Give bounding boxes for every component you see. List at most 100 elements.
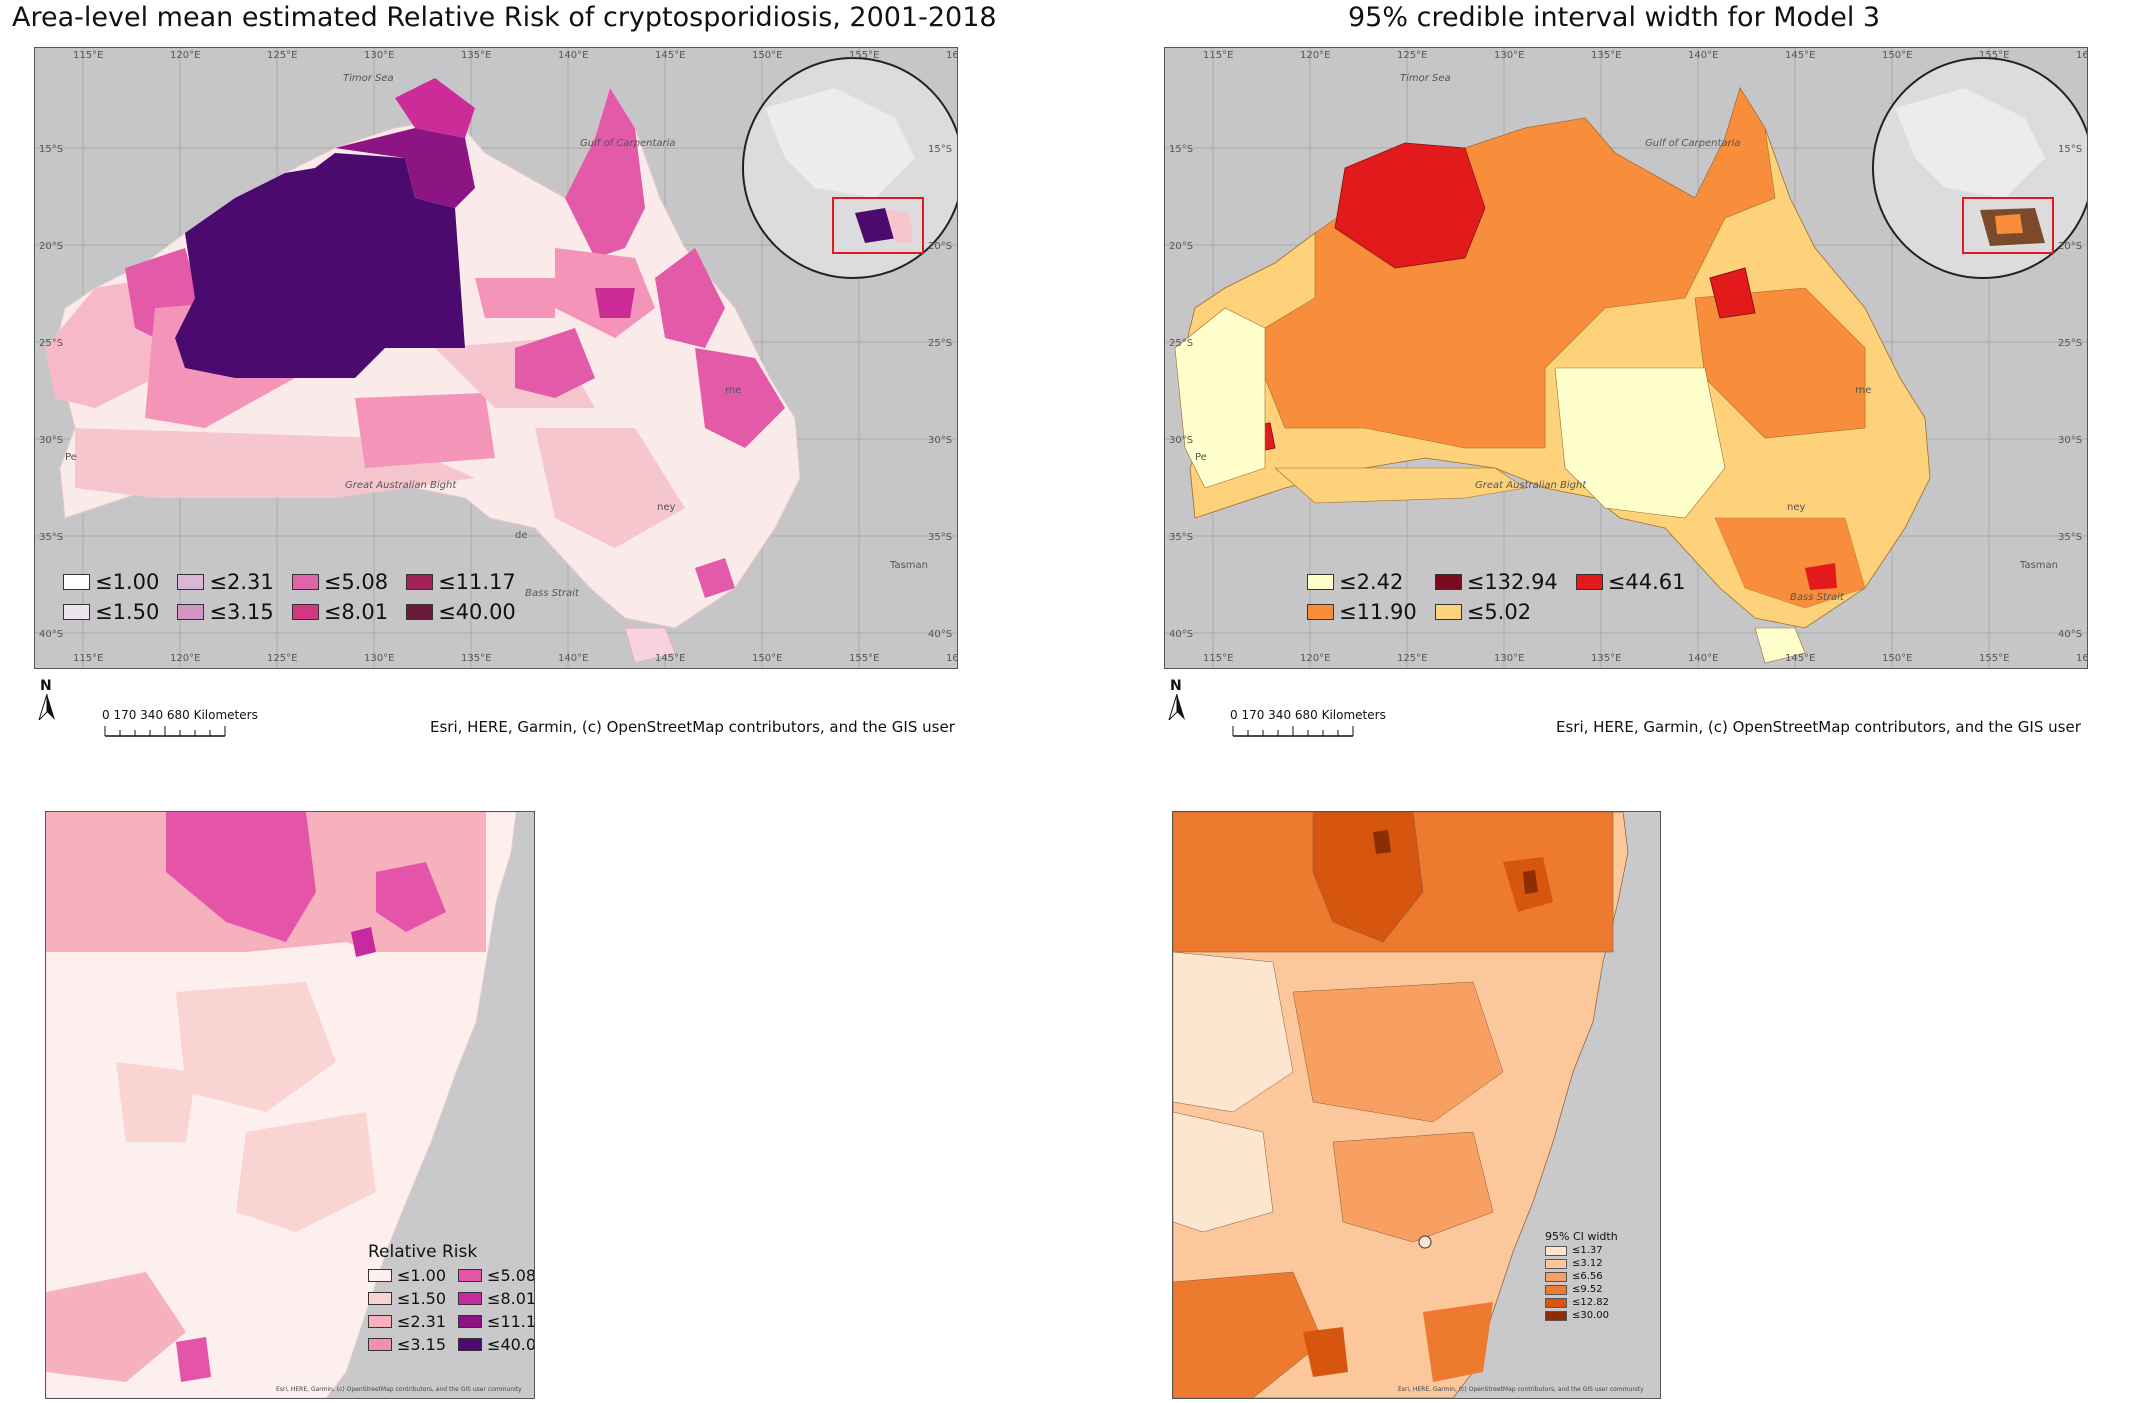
legend-label: ≤2.31 <box>209 570 274 594</box>
legend-label: ≤1.00 <box>95 570 160 594</box>
legend-swatch <box>1545 1271 1567 1282</box>
lat-tick-label: 40°S <box>928 629 952 640</box>
legend-item: ≤44.61 <box>1575 570 1686 594</box>
lat-tick-label: 35°S <box>1169 532 1193 543</box>
timor-sea-label: Timor Sea <box>343 73 394 84</box>
lon-tick-label: 120°E <box>170 653 200 664</box>
scale-bar-left <box>104 726 226 737</box>
legend-swatch <box>63 604 90 620</box>
legend-label: ≤44.61 <box>1607 570 1686 594</box>
legend-label: ≤5.08 <box>487 1266 535 1285</box>
right-map-title: 95% credible interval width for Model 3 <box>1348 2 1881 33</box>
legend-label: ≤6.56 <box>1572 1271 1603 1282</box>
legend-label: ≤11.17 <box>438 570 516 594</box>
rr-map-svg: Timor Sea Gulf of Carpentaria Great Aust… <box>35 48 957 668</box>
lon-tick-label: 155°E <box>1979 50 2009 61</box>
lon-ticks-bottom: 115°E 120°E 125°E 130°E 135°E 140°E 145°E 150°E… <box>73 653 957 664</box>
lat-tick-label: 30°S <box>1169 435 1193 446</box>
lon-tick-label: 135°E <box>1591 50 1621 61</box>
legend-label: ≤1.00 <box>397 1266 447 1285</box>
legend-swatch <box>1545 1310 1567 1321</box>
adelaide-label: de <box>515 530 528 541</box>
lon-tick-label: 115°E <box>73 50 103 61</box>
lon-tick-label: 155°E <box>849 50 879 61</box>
legend-swatch <box>1545 1258 1567 1269</box>
legend-label: ≤40.00 <box>438 600 516 624</box>
lat-tick-label: 35°S <box>928 532 952 543</box>
rr-inset-legend-title: Relative Risk <box>368 1242 478 1262</box>
inset-land <box>46 812 517 1398</box>
legend-item: ≤8.01 <box>291 600 388 624</box>
lat-tick-label: 30°S <box>2058 435 2082 446</box>
legend-swatch <box>1545 1245 1567 1256</box>
ci-inset-legend-list: ≤1.37 ≤3.12 ≤6.56 ≤9.52 ≤12.82 ≤30.00 <box>1545 1245 1618 1321</box>
rr-inset-svg <box>46 812 517 1398</box>
lat-ticks-left: 15°S 20°S 25°S 30°S 35°S 40°S <box>1169 144 1193 640</box>
lon-tick-label: 135°E <box>1591 653 1621 664</box>
legend-item: ≤9.52 <box>1545 1284 1618 1295</box>
lon-tick-label: 150°E <box>1882 50 1912 61</box>
legend-label: ≤1.50 <box>397 1289 447 1308</box>
lat-tick-label: 25°S <box>1169 338 1193 349</box>
legend-item: ≤40.00 <box>406 600 516 624</box>
lon-tick-label: 145°E <box>1785 50 1815 61</box>
legend-swatch <box>177 574 205 590</box>
legend-item: ≤1.00 <box>63 570 159 594</box>
legend-item: ≤5.08 <box>458 1266 535 1285</box>
lon-tick-label: 115°E <box>1203 50 1233 61</box>
north-arrow-right: N <box>1168 678 1187 720</box>
lon-tick-label: 120°E <box>1300 653 1330 664</box>
legend-label: ≤40.00 <box>487 1335 534 1354</box>
ci-globe-inset <box>1872 57 2087 279</box>
legend-item: ≤1.00 <box>368 1266 446 1285</box>
lat-ticks-right: 15°S 20°S 25°S 30°S 35°S 40°S <box>928 144 952 640</box>
lat-tick-label: 20°S <box>2058 241 2082 252</box>
ci-inset-svg <box>1173 812 1629 1398</box>
legend-item: ≤30.00 <box>1545 1310 1618 1321</box>
legend-label: ≤1.50 <box>95 600 160 624</box>
sydney-label: ney <box>657 502 675 513</box>
tasmania <box>624 627 676 664</box>
bight-label: Great Australian Bight <box>345 480 457 491</box>
legend-label: ≤9.52 <box>1572 1284 1603 1295</box>
legend-label: ≤12.82 <box>1572 1297 1610 1308</box>
credit-left: Esri, HERE, Garmin, (c) OpenStreetMap co… <box>430 718 955 736</box>
rr-inset-legend: Relative Risk ≤1.00 ≤5.08 ≤1.50 ≤8.01 ≤2.31 ≤… <box>368 1242 535 1354</box>
lon-tick-label: 145°E <box>655 653 685 664</box>
legend-swatch <box>458 1292 483 1305</box>
lat-tick-label: 15°S <box>2058 144 2082 155</box>
legend-label: ≤8.01 <box>487 1289 535 1308</box>
lon-tick-label: 120°E <box>170 50 200 61</box>
lon-tick-label: 150°E <box>1882 653 1912 664</box>
timor-sea-label: Timor Sea <box>1400 73 1451 84</box>
legend-label: ≤132.94 <box>1466 570 1558 594</box>
north-arrow-left: N <box>38 678 57 720</box>
scale-label-right: 0 170 340 680 Kilometers <box>1230 708 1386 722</box>
rr-inset-credit: Esri, HERE, Garmin, (c) OpenStreetMap co… <box>276 1386 522 1393</box>
legend-item: ≤2.31 <box>177 570 274 594</box>
ci-inset-map: 95% CI width ≤1.37 ≤3.12 ≤6.56 ≤9.52 ≤12.82 ≤… <box>1172 811 1661 1399</box>
legend-swatch <box>291 574 319 590</box>
tasman-label: Tasman <box>889 560 928 571</box>
legend-swatch <box>406 574 434 590</box>
lat-tick-label: 40°S <box>2058 629 2082 640</box>
lon-tick-label: 145°E <box>655 50 685 61</box>
legend-swatch <box>1545 1284 1567 1295</box>
lat-tick-label: 20°S <box>1169 241 1193 252</box>
legend-item: ≤12.82 <box>1545 1297 1618 1308</box>
lon-tick-label: 160°E <box>2076 653 2087 664</box>
legend-label: ≤3.15 <box>209 600 274 624</box>
legend-swatch <box>368 1269 392 1282</box>
legend-swatch <box>458 1315 483 1328</box>
rr-legend: ≤1.00 ≤1.50 ≤2.31 ≤3.15 ≤5.08 ≤8.01 ≤11.17 ≤40.… <box>63 570 516 624</box>
legend-swatch <box>1545 1297 1567 1308</box>
scale-bar-right <box>1232 726 1354 737</box>
brisbane-label: rne <box>725 385 741 396</box>
legend-label: ≤2.31 <box>397 1312 447 1331</box>
lon-tick-label: 125°E <box>267 653 297 664</box>
ci-inset-legend-title: 95% CI width <box>1545 1230 1618 1243</box>
lon-tick-label: 160°E <box>946 50 957 61</box>
sydney-label: ney <box>1787 502 1805 513</box>
rr-globe-inset <box>742 57 957 279</box>
north-arrow-icon <box>1168 694 1185 720</box>
